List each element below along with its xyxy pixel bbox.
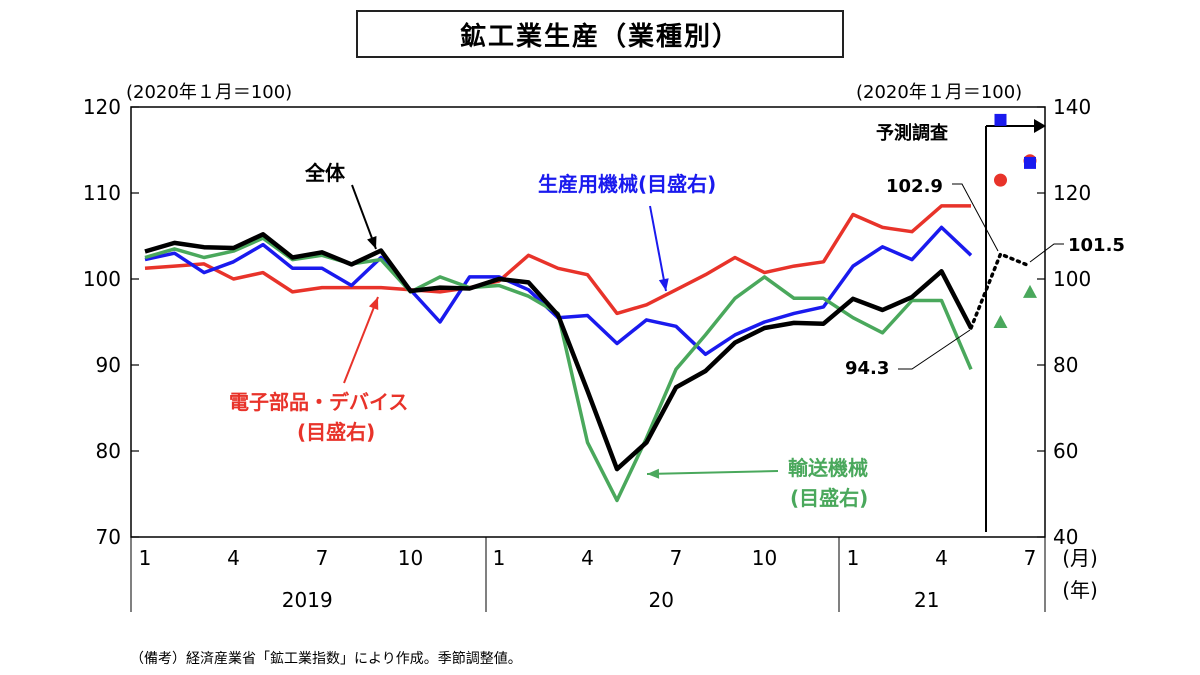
x-tick-label: 7 bbox=[670, 546, 683, 570]
right-tick-label: 80 bbox=[1053, 353, 1078, 377]
forecast-marker-square bbox=[1024, 156, 1036, 169]
chart-title: 鉱工業生産（業種別） bbox=[356, 10, 844, 58]
x-tick-label: 10 bbox=[752, 546, 777, 570]
forecast-marker-circle bbox=[994, 173, 1007, 187]
leader-forecast-2 bbox=[1029, 243, 1064, 263]
arrow-electronic-parts-head bbox=[368, 297, 379, 310]
right-tick-label: 140 bbox=[1053, 95, 1091, 119]
year-label: 21 bbox=[914, 588, 939, 612]
x-tick-label: 4 bbox=[227, 546, 240, 570]
year-label: 2019 bbox=[282, 588, 333, 612]
label-total: 全体 bbox=[304, 161, 346, 185]
series-line-production_machinery bbox=[144, 225, 973, 357]
month-unit-label: (月) bbox=[1062, 546, 1098, 570]
left-tick-label: 110 bbox=[83, 181, 121, 205]
x-tick-label: 7 bbox=[1024, 546, 1037, 570]
x-tick-label: 4 bbox=[581, 546, 594, 570]
value-forecast-1: 102.9 bbox=[886, 176, 943, 197]
left-tick-label: 70 bbox=[96, 525, 121, 549]
value-forecast-2: 101.5 bbox=[1068, 235, 1125, 256]
x-tick-label: 7 bbox=[316, 546, 329, 570]
forecast-marker-triangle bbox=[1023, 284, 1037, 298]
left-tick-label: 100 bbox=[83, 267, 121, 291]
forecast-arrow-head bbox=[1034, 119, 1046, 133]
forecast-label: 予測調査 bbox=[876, 122, 948, 144]
right-tick-label: 40 bbox=[1053, 525, 1078, 549]
right-tick-label: 100 bbox=[1053, 267, 1091, 291]
arrow-total-head bbox=[367, 236, 377, 249]
arrow-production-machinery-head bbox=[658, 278, 669, 291]
forecast-marker-square bbox=[994, 113, 1007, 126]
right-axis-unit: (2020年１月＝100) bbox=[856, 82, 1023, 103]
left-tick-label: 120 bbox=[83, 95, 121, 119]
x-tick-label: 1 bbox=[493, 546, 506, 570]
x-tick-label: 1 bbox=[139, 546, 152, 570]
label-production-machinery: 生産用機械(目盛右) bbox=[538, 172, 716, 196]
arrow-electronic-parts bbox=[343, 296, 379, 384]
label-transport-sub: (目盛右) bbox=[790, 486, 868, 510]
year-label: 20 bbox=[649, 588, 674, 612]
series-line-total bbox=[144, 232, 973, 472]
right-tick-label: 60 bbox=[1053, 439, 1078, 463]
value-latest: 94.3 bbox=[845, 358, 889, 379]
label-electronic-parts: 電子部品・デバイス bbox=[229, 390, 408, 414]
x-tick-label: 4 bbox=[935, 546, 948, 570]
forecast-marker-triangle bbox=[993, 315, 1008, 328]
arrow-transport-head bbox=[647, 468, 660, 479]
x-tick-label: 1 bbox=[847, 546, 860, 570]
plot-frame bbox=[130, 106, 1046, 538]
arrow-transport bbox=[646, 470, 779, 475]
left-tick-label: 90 bbox=[96, 353, 121, 377]
leader-forecast-1 bbox=[952, 183, 999, 252]
label-electronic-parts-sub: (目盛右) bbox=[297, 420, 375, 444]
leader-latest bbox=[898, 329, 971, 370]
series-forecast-total bbox=[969, 251, 1032, 330]
label-transport: 輸送機械 bbox=[788, 456, 868, 480]
year-unit-label: (年) bbox=[1062, 578, 1098, 602]
footnote: （備考）経済産業省「鉱工業指数」により作成。季節調整値。 bbox=[130, 651, 522, 667]
left-axis-unit: (2020年１月＝100) bbox=[126, 82, 293, 103]
arrow-production-machinery bbox=[649, 205, 667, 292]
x-tick-label: 10 bbox=[398, 546, 423, 570]
left-tick-label: 80 bbox=[96, 439, 121, 463]
series-line-electronic_parts bbox=[144, 204, 971, 316]
right-tick-label: 120 bbox=[1053, 181, 1091, 205]
